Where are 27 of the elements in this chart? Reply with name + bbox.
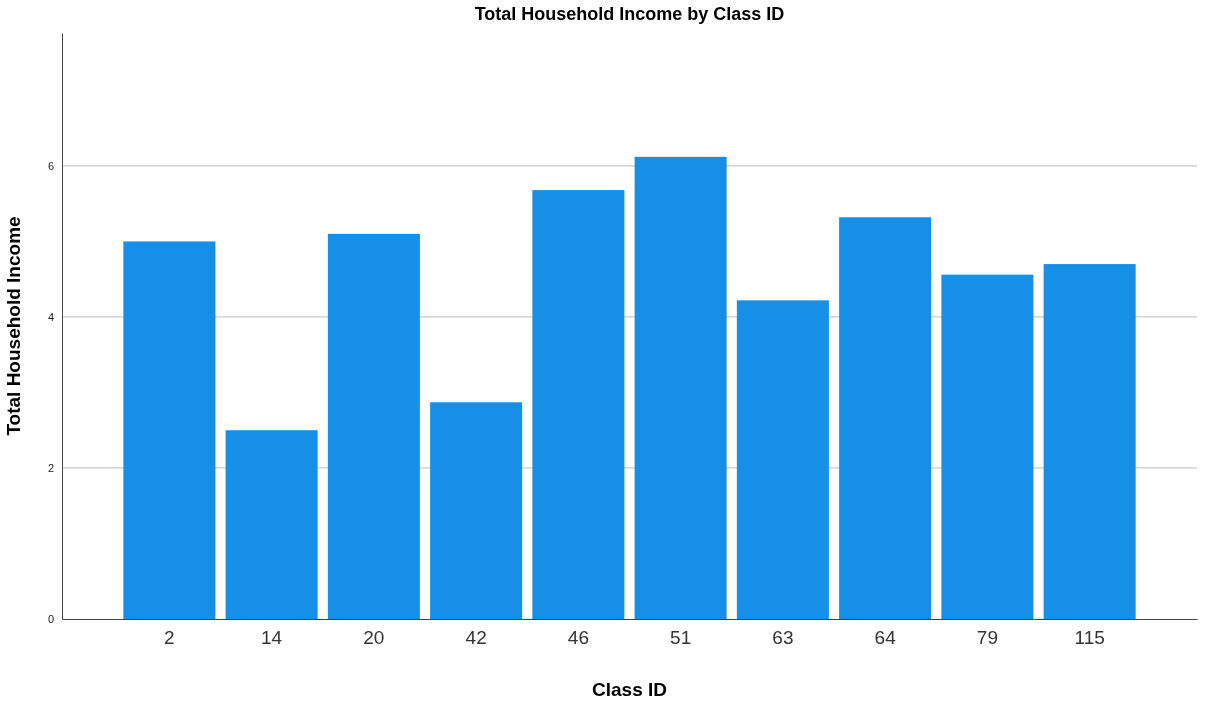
bar [225, 430, 318, 619]
bar [634, 156, 727, 619]
bar [941, 274, 1034, 619]
y-tick-label: 4 [47, 310, 54, 323]
bar [1043, 264, 1136, 619]
x-tick-label: 14 [261, 627, 283, 649]
x-axis-title: Class ID [592, 679, 667, 700]
x-tick-label: 51 [670, 627, 692, 649]
y-axis-title: Total Household Income [3, 216, 24, 436]
bar [839, 217, 932, 619]
bar [327, 233, 420, 619]
x-tick-label: 42 [465, 627, 487, 649]
x-tick-label: 115 [1074, 627, 1105, 649]
x-tick-label: 2 [164, 627, 175, 649]
y-tick-label: 6 [47, 159, 54, 172]
bar [430, 402, 523, 619]
x-tick-label: 79 [976, 627, 998, 649]
x-tick-label: 46 [567, 627, 589, 649]
y-tick-label: 2 [47, 461, 54, 474]
y-tick-label: 0 [47, 613, 54, 626]
x-tick-label: 64 [874, 627, 897, 649]
chart-title: Total Household Income by Class ID [474, 4, 785, 24]
bar [532, 190, 625, 619]
bar [123, 241, 216, 619]
x-tick-label: 63 [772, 627, 794, 649]
bar [736, 300, 829, 619]
x-tick-label: 20 [363, 627, 385, 649]
